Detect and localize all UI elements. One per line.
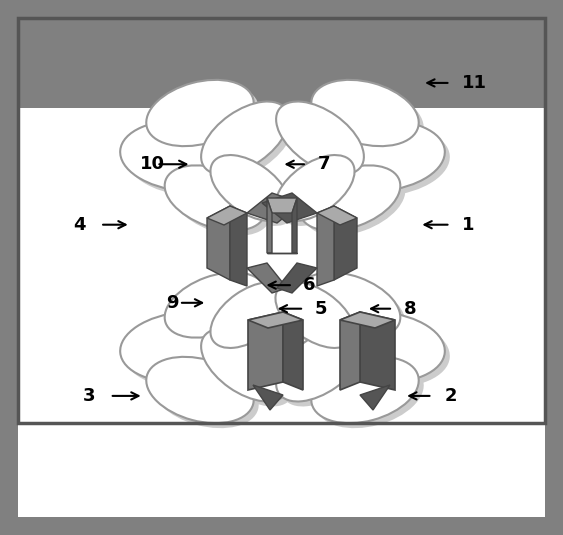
Ellipse shape	[280, 287, 360, 353]
Polygon shape	[247, 193, 302, 223]
Ellipse shape	[146, 357, 254, 423]
Ellipse shape	[275, 282, 355, 348]
Polygon shape	[207, 206, 230, 280]
Text: 4: 4	[73, 216, 86, 234]
Ellipse shape	[211, 155, 289, 221]
Ellipse shape	[275, 155, 355, 221]
Ellipse shape	[280, 160, 360, 226]
Text: 1: 1	[462, 216, 474, 234]
Polygon shape	[207, 206, 247, 225]
Polygon shape	[248, 312, 283, 390]
Ellipse shape	[281, 333, 369, 407]
Polygon shape	[267, 198, 272, 253]
Text: 2: 2	[445, 387, 457, 405]
Ellipse shape	[206, 333, 294, 407]
Ellipse shape	[206, 106, 294, 179]
Ellipse shape	[151, 362, 259, 428]
Polygon shape	[230, 206, 247, 286]
Ellipse shape	[146, 80, 254, 146]
Polygon shape	[267, 198, 297, 213]
Polygon shape	[334, 206, 357, 280]
Ellipse shape	[211, 282, 289, 348]
Text: 10: 10	[140, 155, 164, 173]
Polygon shape	[248, 312, 303, 328]
Ellipse shape	[300, 165, 400, 231]
Ellipse shape	[120, 312, 250, 383]
Bar	[18, 423, 545, 517]
Ellipse shape	[165, 272, 265, 338]
Ellipse shape	[315, 312, 445, 383]
Ellipse shape	[311, 357, 419, 423]
Polygon shape	[317, 206, 334, 286]
Polygon shape	[283, 312, 303, 390]
Polygon shape	[277, 263, 317, 293]
Polygon shape	[340, 312, 360, 390]
Ellipse shape	[165, 165, 265, 231]
Polygon shape	[292, 198, 297, 253]
Polygon shape	[247, 263, 287, 293]
Ellipse shape	[316, 85, 424, 151]
Text: 6: 6	[303, 276, 315, 294]
Polygon shape	[360, 312, 395, 390]
Ellipse shape	[125, 126, 255, 196]
Text: 8: 8	[404, 300, 417, 318]
Bar	[18, 18, 545, 423]
Ellipse shape	[169, 170, 270, 235]
Ellipse shape	[320, 317, 450, 387]
Polygon shape	[253, 385, 283, 410]
Ellipse shape	[276, 328, 364, 401]
Ellipse shape	[305, 277, 405, 342]
Ellipse shape	[201, 102, 289, 174]
Text: 11: 11	[462, 74, 486, 92]
Text: 7: 7	[318, 155, 330, 173]
Polygon shape	[317, 206, 357, 225]
Polygon shape	[360, 385, 390, 410]
Ellipse shape	[305, 170, 405, 235]
Ellipse shape	[315, 121, 445, 192]
Polygon shape	[340, 312, 395, 328]
Ellipse shape	[300, 272, 400, 338]
Ellipse shape	[276, 102, 364, 174]
Ellipse shape	[281, 106, 369, 179]
Ellipse shape	[169, 277, 270, 342]
Ellipse shape	[216, 287, 294, 353]
Bar	[18, 18, 545, 108]
Text: 3: 3	[83, 387, 95, 405]
Ellipse shape	[316, 362, 424, 428]
Ellipse shape	[120, 121, 250, 192]
Ellipse shape	[320, 126, 450, 196]
Text: 5: 5	[314, 300, 327, 318]
Ellipse shape	[216, 160, 294, 226]
Text: 9: 9	[166, 294, 178, 312]
Bar	[18, 18, 545, 423]
Ellipse shape	[151, 85, 259, 151]
Ellipse shape	[201, 328, 289, 401]
Polygon shape	[262, 193, 317, 223]
Ellipse shape	[125, 317, 255, 387]
Ellipse shape	[311, 80, 419, 146]
